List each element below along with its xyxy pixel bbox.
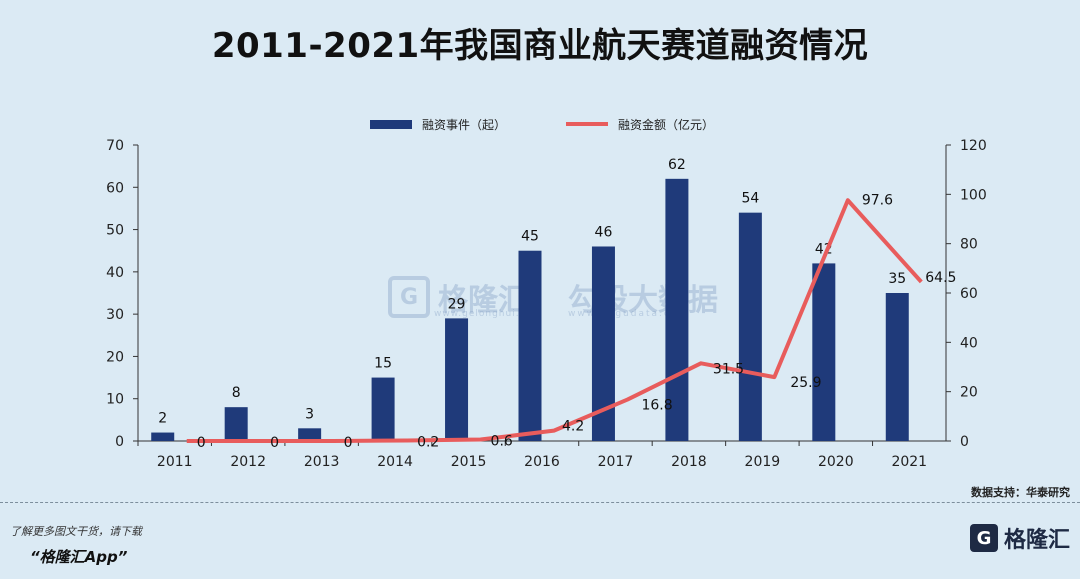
bar (738, 212, 762, 441)
brand-logo: G 格隆汇 (969, 522, 1070, 554)
line-data-label: 31.5 (713, 361, 744, 377)
left-axis-tick-label: 60 (106, 180, 124, 196)
bar (665, 178, 689, 442)
bar (518, 250, 542, 441)
bar (885, 293, 909, 441)
bar (298, 428, 322, 441)
bar (224, 407, 248, 441)
x-axis-tick-label: 2016 (524, 454, 560, 470)
line-series (186, 198, 923, 443)
right-axis-tick-label: 100 (960, 187, 987, 203)
bar-data-label: 46 (595, 224, 613, 240)
legend-item-bar: 融资事件（起） (370, 116, 506, 133)
bar-data-label: 15 (374, 356, 392, 372)
x-axis-tick-label: 2019 (745, 454, 781, 470)
right-axis-tick-label: 0 (960, 434, 969, 450)
x-axis-tick-label: 2017 (598, 454, 634, 470)
bar (371, 377, 395, 441)
brand-name: 格隆汇 (1003, 528, 1070, 553)
page-title: 2011-2021年我国商业航天赛道融资情况 (211, 26, 869, 66)
bar (151, 432, 175, 441)
bar-data-label: 3 (305, 406, 314, 422)
chart-legend: 融资事件（起） 融资金额（亿元） (370, 114, 774, 134)
line-data-label: 16.8 (641, 398, 672, 414)
right-axis-tick-label: 120 (960, 138, 987, 154)
line-data-label: 25.9 (790, 375, 821, 391)
right-axis-tick-label: 40 (960, 335, 978, 351)
bar-data-label: 62 (668, 157, 686, 173)
x-axis-tick-label: 2014 (377, 454, 413, 470)
promo-app-name: “格隆汇App” (30, 548, 128, 566)
brand-logo-icon: G (969, 524, 998, 552)
left-axis-tick-label: 40 (106, 265, 124, 281)
x-axis-tick-label: 2020 (818, 454, 854, 470)
bar-data-label: 2 (158, 411, 167, 427)
right-axis-tick-label: 60 (960, 286, 978, 302)
x-axis-tick-label: 2011 (157, 454, 193, 470)
bar (812, 263, 836, 441)
left-axis-tick-label: 10 (106, 392, 124, 408)
right-axis-tick-label: 20 (960, 385, 978, 401)
legend-swatch-bar (370, 119, 412, 129)
line-data-label: 0.6 (491, 434, 513, 450)
line-data-label: 0 (344, 435, 353, 451)
promo-text: 了解更多图文干货，请下载 (10, 525, 142, 538)
legend-label-line: 融资金额（亿元） (618, 117, 715, 132)
line-data-label: 0 (270, 435, 279, 451)
left-axis-tick-label: 30 (106, 307, 124, 323)
x-axis-tick-label: 2012 (230, 454, 266, 470)
bar-data-label: 29 (448, 296, 466, 312)
footer-divider (0, 502, 1080, 503)
bar-data-label: 8 (232, 385, 241, 401)
bar (445, 318, 469, 441)
legend-item-line: 融资金额（亿元） (566, 116, 714, 133)
line-data-label: 97.6 (862, 192, 893, 208)
right-axis-tick-label: 80 (960, 237, 978, 253)
line-data-label: 0 (197, 435, 206, 451)
legend-swatch-line (566, 122, 609, 126)
left-axis-tick-label: 70 (106, 138, 124, 154)
line-data-label: 0.2 (417, 435, 439, 451)
left-axis-tick-label: 20 (106, 349, 124, 365)
bar (591, 246, 615, 441)
left-axis-tick-label: 50 (106, 223, 124, 239)
x-axis-tick-label: 2013 (304, 454, 340, 470)
x-axis-tick-label: 2021 (891, 454, 927, 470)
bar-data-label: 35 (888, 271, 906, 287)
bar-data-label: 54 (741, 191, 759, 207)
bar-data-label: 45 (521, 229, 539, 245)
line-data-label: 4.2 (562, 419, 584, 435)
legend-label-bar: 融资事件（起） (422, 117, 507, 132)
left-axis-tick-label: 0 (115, 434, 124, 450)
x-axis-tick-label: 2018 (671, 454, 707, 470)
x-axis-tick-label: 2015 (451, 454, 487, 470)
source-note: 数据支持：华泰研究 (971, 486, 1070, 499)
line-data-label: 64.5 (925, 270, 956, 286)
